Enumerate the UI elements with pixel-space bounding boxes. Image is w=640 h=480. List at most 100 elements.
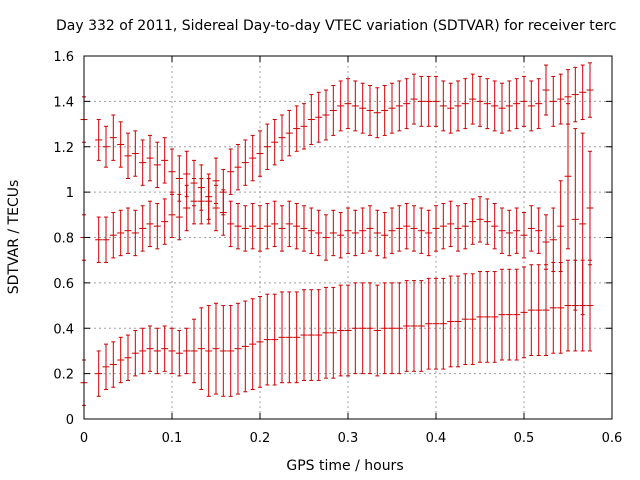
data-point bbox=[542, 64, 550, 116]
data-point bbox=[146, 200, 154, 248]
data-point bbox=[329, 286, 337, 379]
data-point bbox=[388, 207, 396, 254]
y-tick-label: 0.8 bbox=[53, 232, 74, 247]
data-point bbox=[432, 205, 440, 252]
x-axis-label: GPS time / hours bbox=[286, 458, 403, 474]
data-point bbox=[307, 289, 315, 381]
data-point bbox=[102, 125, 110, 168]
data-point bbox=[366, 84, 374, 136]
data-point bbox=[124, 132, 132, 180]
y-tick-label: 0.2 bbox=[53, 368, 74, 383]
data-point bbox=[527, 205, 535, 252]
data-point bbox=[491, 80, 499, 132]
data-point bbox=[285, 200, 293, 248]
data-point bbox=[241, 300, 249, 393]
data-point bbox=[344, 284, 352, 377]
data-point bbox=[564, 103, 572, 250]
y-tick-label: 0.4 bbox=[53, 322, 74, 337]
data-point bbox=[109, 114, 117, 161]
data-point bbox=[153, 327, 161, 375]
data-point bbox=[278, 205, 286, 252]
data-point bbox=[95, 350, 103, 397]
data-point bbox=[395, 205, 403, 252]
data-point bbox=[212, 302, 220, 395]
data-point bbox=[520, 212, 528, 259]
data-point bbox=[153, 202, 161, 250]
data-point bbox=[557, 73, 565, 125]
data-point bbox=[366, 205, 374, 252]
data-point bbox=[271, 293, 279, 386]
data-point bbox=[249, 202, 257, 250]
x-tick-label: 0.6 bbox=[602, 431, 623, 446]
data-point bbox=[315, 91, 323, 143]
data-point bbox=[483, 78, 491, 130]
data-point bbox=[205, 178, 213, 225]
data-point bbox=[505, 80, 513, 132]
data-point bbox=[579, 64, 587, 121]
data-point bbox=[557, 180, 565, 273]
data-point bbox=[263, 202, 271, 250]
data-point bbox=[527, 264, 535, 356]
data-point bbox=[454, 275, 462, 368]
data-point bbox=[425, 209, 433, 257]
data-point bbox=[381, 84, 389, 136]
x-tick-label: 0.5 bbox=[514, 431, 535, 446]
data-point bbox=[498, 207, 506, 254]
data-point bbox=[542, 214, 550, 270]
data-point bbox=[168, 191, 176, 238]
data-point bbox=[373, 209, 381, 257]
data-point bbox=[241, 139, 249, 186]
data-point bbox=[513, 78, 521, 130]
data-point bbox=[256, 130, 264, 177]
data-point bbox=[212, 184, 220, 232]
data-point bbox=[146, 325, 154, 372]
data-point bbox=[535, 264, 543, 356]
data-point bbox=[249, 134, 257, 182]
data-point bbox=[476, 271, 484, 363]
data-point bbox=[520, 75, 528, 127]
data-point bbox=[109, 341, 117, 388]
data-point bbox=[249, 298, 257, 391]
data-point bbox=[579, 259, 587, 352]
data-point bbox=[373, 284, 381, 377]
data-point bbox=[329, 84, 337, 136]
y-tick-label: 1.2 bbox=[53, 141, 74, 156]
data-point bbox=[329, 209, 337, 257]
data-point bbox=[95, 119, 103, 161]
data-point bbox=[417, 207, 425, 254]
data-point bbox=[300, 289, 308, 381]
data-point bbox=[513, 207, 521, 254]
data-point bbox=[285, 109, 293, 157]
data-point bbox=[586, 62, 594, 118]
data-point bbox=[542, 264, 550, 356]
data-point bbox=[161, 198, 169, 245]
y-tick-label: 1.4 bbox=[53, 95, 74, 110]
tick-marks-layer: 0 0.1 0.2 0.3 0.4 0.5 0.6 0 0.2 0.4 0.6 0.8 1 1.2 1.4 1… bbox=[53, 50, 622, 446]
data-point bbox=[146, 134, 154, 182]
data-point bbox=[454, 80, 462, 132]
data-point bbox=[234, 302, 242, 395]
data-point bbox=[307, 207, 315, 254]
data-point bbox=[557, 261, 565, 354]
data-point bbox=[469, 73, 477, 125]
data-point bbox=[322, 286, 330, 379]
x-tick-label: 0.2 bbox=[250, 431, 271, 446]
data-point bbox=[175, 330, 183, 377]
data-point bbox=[417, 280, 425, 372]
data-point bbox=[388, 82, 396, 134]
data-point bbox=[469, 273, 477, 366]
data-point bbox=[410, 205, 418, 252]
data-point bbox=[117, 209, 125, 257]
data-point bbox=[285, 291, 293, 384]
data-point bbox=[337, 212, 345, 259]
data-point bbox=[461, 202, 469, 250]
data-point bbox=[425, 277, 433, 370]
y-tick-label: 1.6 bbox=[53, 50, 74, 65]
data-point bbox=[359, 207, 367, 254]
data-point bbox=[432, 75, 440, 127]
data-point bbox=[95, 216, 103, 263]
data-point bbox=[447, 82, 455, 134]
data-point bbox=[586, 150, 594, 266]
data-point bbox=[476, 196, 484, 243]
